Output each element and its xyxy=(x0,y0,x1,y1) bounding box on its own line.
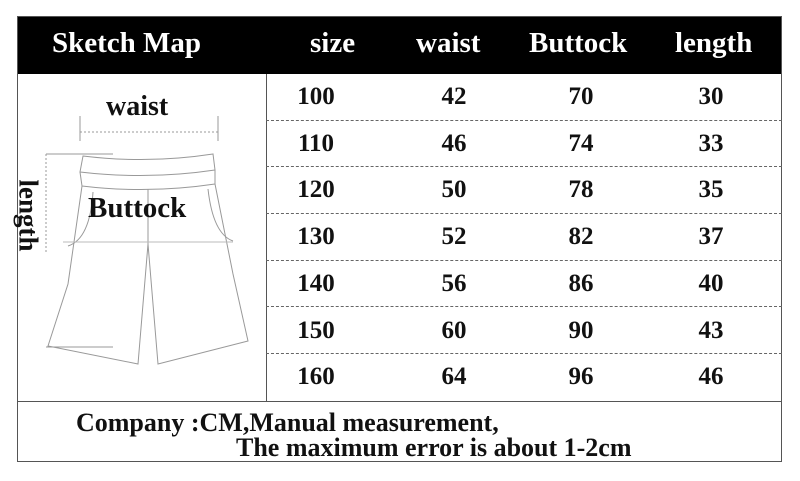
table-row: 120 50 78 35 xyxy=(266,167,782,215)
size-chart: Sketch Map size waist Buttock length xyxy=(14,16,782,463)
cell-waist: 60 xyxy=(441,316,467,344)
table-row: 140 56 86 40 xyxy=(266,261,782,308)
cell-length: 30 xyxy=(698,83,724,110)
table-row: 150 60 90 43 xyxy=(266,308,782,355)
cell-size: 140 xyxy=(297,269,335,297)
cell-waist: 46 xyxy=(441,129,467,157)
cell-buttock: 82 xyxy=(568,223,594,251)
header-size: size xyxy=(310,27,356,59)
table-row: 130 52 82 37 xyxy=(266,214,782,261)
length-label: length xyxy=(13,179,44,252)
cell-length: 46 xyxy=(698,363,724,391)
cell-buttock: 86 xyxy=(568,269,594,297)
cell-size: 130 xyxy=(297,223,335,251)
cell-waist: 64 xyxy=(441,363,467,391)
cell-buttock: 96 xyxy=(568,363,594,391)
shorts-sketch: waist Buttock length xyxy=(14,74,267,401)
header-waist: waist xyxy=(416,27,481,59)
cell-buttock: 90 xyxy=(568,316,594,344)
cell-buttock: 78 xyxy=(568,176,594,204)
cell-waist: 42 xyxy=(441,83,467,110)
cell-length: 33 xyxy=(698,129,724,157)
header-length: length xyxy=(675,27,753,59)
cell-length: 35 xyxy=(698,176,724,204)
cell-waist: 50 xyxy=(441,176,467,204)
cell-size: 110 xyxy=(297,129,335,157)
cell-buttock: 74 xyxy=(568,129,594,157)
table-row: 110 46 74 33 xyxy=(266,121,782,168)
waist-label: waist xyxy=(106,91,169,122)
footer-note: Company :CM,Manual measurement, The maxi… xyxy=(18,401,781,463)
cell-length: 37 xyxy=(698,223,724,251)
cell-waist: 52 xyxy=(441,223,467,251)
size-table-body: 100 42 70 30 110 46 74 33 120 50 78 35 130 52 82 37 … xyxy=(266,74,782,401)
shorts-illustration xyxy=(45,116,249,365)
cell-length: 40 xyxy=(698,269,724,297)
cell-length: 43 xyxy=(698,316,724,344)
cell-size: 160 xyxy=(297,363,335,391)
buttock-label: Buttock xyxy=(88,192,187,224)
header-sketch-map: Sketch Map xyxy=(52,27,202,59)
cell-waist: 56 xyxy=(441,269,467,297)
cell-buttock: 70 xyxy=(568,83,594,110)
table-row: 160 64 96 46 xyxy=(266,354,782,401)
footer-line-2: The maximum error is about 1-2cm xyxy=(236,433,632,462)
table-header: Sketch Map size waist Buttock length xyxy=(18,17,781,74)
cell-size: 150 xyxy=(297,316,335,344)
cell-size: 120 xyxy=(297,176,335,204)
footer-line-1: Company :CM,Manual measurement, xyxy=(76,408,499,437)
cell-size: 100 xyxy=(297,83,335,110)
header-buttock: Buttock xyxy=(529,27,628,59)
table-row: 100 42 70 30 xyxy=(266,74,782,121)
